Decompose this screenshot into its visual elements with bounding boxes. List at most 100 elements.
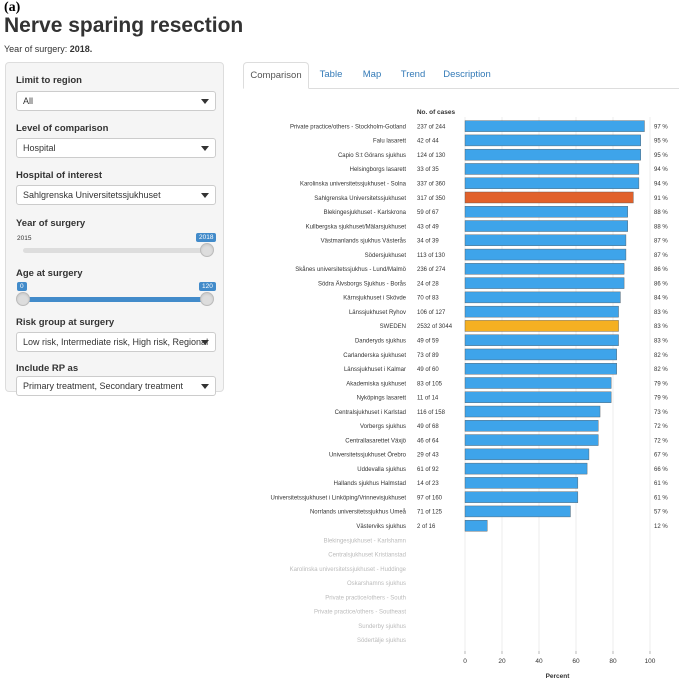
page-subtitle: Year of surgery: 2018. — [4, 44, 92, 54]
row-percent: 97 % — [654, 124, 668, 130]
row-cases: 43 of 49 — [417, 224, 439, 230]
row-label: Akademiska sjukhuset — [346, 381, 406, 387]
row-label: Private practice/others - Stockholm-Gotl… — [290, 124, 406, 130]
row-label: Universitetssjukhuset i Linköping/Vrinne… — [270, 495, 406, 501]
bar — [464, 220, 629, 232]
row-cases: 2532 of 3044 — [417, 324, 453, 330]
bar — [464, 134, 641, 147]
row-label: Norrlands universitetssjukhus Umeå — [310, 509, 407, 516]
row-percent: 86 % — [654, 281, 668, 287]
row-percent: 79 % — [654, 396, 668, 402]
tab-trend[interactable]: Trend — [400, 69, 426, 80]
row-label: Sunderby sjukhus — [358, 624, 406, 630]
row-label: Blekingesjukhuset - Karlshamn — [324, 538, 406, 544]
row-cases: 61 of 92 — [417, 467, 439, 473]
row-percent: 88 % — [654, 224, 668, 230]
row-percent: 94 % — [654, 167, 668, 173]
bar — [464, 120, 645, 132]
row-cases: 73 of 89 — [417, 353, 439, 359]
chevron-down-icon — [201, 384, 209, 389]
row-label: Uddevalla sjukhus — [357, 467, 406, 473]
year-slider-track[interactable] — [23, 248, 212, 253]
row-cases: 113 of 130 — [417, 253, 446, 259]
bar — [464, 248, 627, 261]
row-label: Private practice/others - South — [325, 595, 406, 601]
x-tick-label: 20 — [498, 658, 506, 665]
hospital-label: Hospital of interest — [16, 170, 103, 181]
tab-table[interactable]: Table — [319, 69, 343, 80]
tab-comparison[interactable]: Comparison — [243, 62, 309, 89]
bar — [464, 448, 590, 461]
row-cases: 83 of 105 — [417, 381, 443, 387]
sidebar-panel: Limit to region All Level of comparison … — [5, 62, 224, 396]
age-label: Age at surgery — [16, 268, 83, 279]
year-max-label: 2018 — [196, 233, 217, 242]
bar — [464, 477, 579, 489]
x-tick-label: 60 — [572, 658, 580, 665]
rp-select-value: Primary treatment, Secondary treatment — [23, 381, 184, 391]
age-slider-min-handle[interactable] — [16, 292, 30, 306]
tab-description[interactable]: Description — [443, 69, 491, 80]
x-tick-label: 80 — [609, 658, 617, 665]
row-percent: 82 % — [654, 353, 668, 359]
row-percent: 83 % — [654, 310, 668, 316]
age-slider-track[interactable] — [23, 297, 212, 302]
tab-map[interactable]: Map — [362, 69, 382, 80]
bar — [464, 491, 579, 503]
row-label: Södertälje sjukhus — [357, 638, 406, 644]
year-min-label: 2015 — [17, 235, 32, 242]
row-cases: 317 of 350 — [417, 196, 446, 202]
bar — [464, 377, 612, 389]
row-percent: 61 % — [654, 481, 668, 487]
row-cases: 337 of 360 — [417, 182, 446, 188]
bar — [464, 234, 627, 246]
region-label: Limit to region — [16, 75, 82, 86]
row-cases: 14 of 23 — [417, 481, 439, 487]
row-label: Hallands sjukhus Halmstad — [334, 481, 406, 487]
x-tick-label: 40 — [535, 658, 543, 665]
row-label: Västmanlands sjukhus Västerås — [321, 238, 406, 245]
bar — [464, 391, 612, 403]
risk-select[interactable]: Low risk, Intermediate risk, High risk, … — [16, 332, 216, 352]
row-label: Kärnsjukhuset i Skövde — [343, 296, 406, 302]
row-label: Falu lasarett — [373, 139, 406, 145]
row-percent: 79 % — [654, 381, 668, 387]
row-percent: 61 % — [654, 495, 668, 501]
row-percent: 72 % — [654, 424, 668, 430]
row-cases: 11 of 14 — [417, 396, 439, 402]
row-percent: 84 % — [654, 296, 668, 302]
cases-column-header: No. of cases — [417, 109, 456, 116]
bar — [464, 405, 601, 418]
row-cases: 42 of 44 — [417, 139, 439, 145]
bar — [464, 434, 599, 446]
region-select-value: All — [23, 96, 34, 106]
tab-bar: Comparison Table Map Trend Description — [243, 62, 679, 89]
region-select[interactable]: All — [16, 91, 216, 111]
figure-label: (a) — [4, 0, 21, 15]
level-label: Level of comparison — [16, 123, 109, 134]
chevron-down-icon — [201, 340, 209, 345]
year-slider-handle[interactable] — [200, 243, 214, 257]
hospital-select[interactable]: Sahlgrenska Universitetssjukhuset — [16, 185, 216, 205]
bar — [464, 519, 488, 532]
row-cases: 71 of 125 — [417, 510, 443, 516]
row-percent: 87 % — [654, 253, 668, 259]
subtitle-year: 2018. — [69, 44, 93, 54]
row-percent: 12 % — [654, 524, 668, 530]
row-cases: 59 of 67 — [417, 210, 439, 216]
row-label: Nyköpings lasarett — [357, 396, 407, 402]
x-tick-label: 100 — [645, 658, 656, 665]
row-label: Centralsjukhuset Kristianstad — [328, 553, 406, 559]
chevron-down-icon — [201, 193, 209, 198]
age-slider-max-handle[interactable] — [200, 292, 214, 306]
bar — [464, 363, 617, 375]
row-label: Vorbergs sjukhus — [360, 424, 406, 430]
bar — [464, 305, 619, 318]
row-label: Karolinska universitetssjukhuset - Solna — [300, 182, 407, 188]
row-label: Centrallasarettet Växjö — [345, 438, 406, 444]
row-cases: 46 of 64 — [417, 438, 439, 444]
row-label: Danderyds sjukhus — [355, 338, 406, 344]
rp-select[interactable]: Primary treatment, Secondary treatment — [16, 376, 216, 396]
level-select[interactable]: Hospital — [16, 138, 216, 158]
row-label: Södra Älvsborgs Sjukhus - Borås — [318, 280, 406, 287]
